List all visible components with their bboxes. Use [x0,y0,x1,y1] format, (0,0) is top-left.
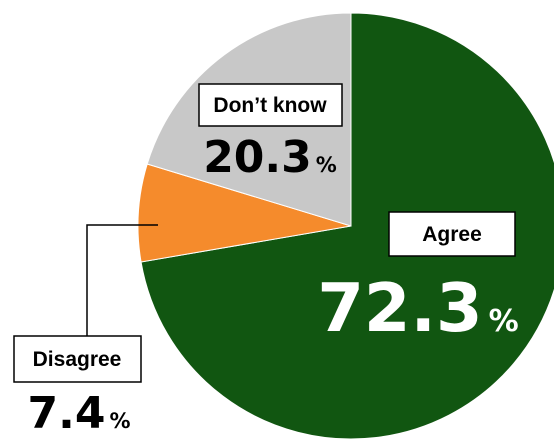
dont-know-value-number: 20.3 [203,132,312,183]
disagree-label: Disagree [33,348,122,371]
agree-value-number: 72.3 [317,269,482,347]
pie-slice-agree [140,12,554,439]
disagree-label-group: Disagree 7.4% [13,335,142,439]
agree-value: 72.3% [317,269,518,347]
disagree-label-box [13,335,142,383]
disagree-leader-line [86,224,158,336]
disagree-value-unit: % [109,409,130,433]
dont-know-label-box [198,83,343,127]
agree-label-group: Agree 72.3% [317,211,519,347]
dont-know-label-group: Don’t know 20.3% [198,83,343,183]
disagree-value-number: 7.4 [28,388,106,439]
dont-know-value: 20.3% [203,132,337,183]
dont-know-label: Don’t know [213,94,327,117]
disagree-value: 7.4% [28,388,131,439]
pie-slice-disagree [137,163,352,263]
agree-label-box [388,211,516,257]
agree-value-unit: % [489,304,519,339]
agree-label: Agree [422,223,482,246]
dont-know-value-unit: % [316,153,337,177]
